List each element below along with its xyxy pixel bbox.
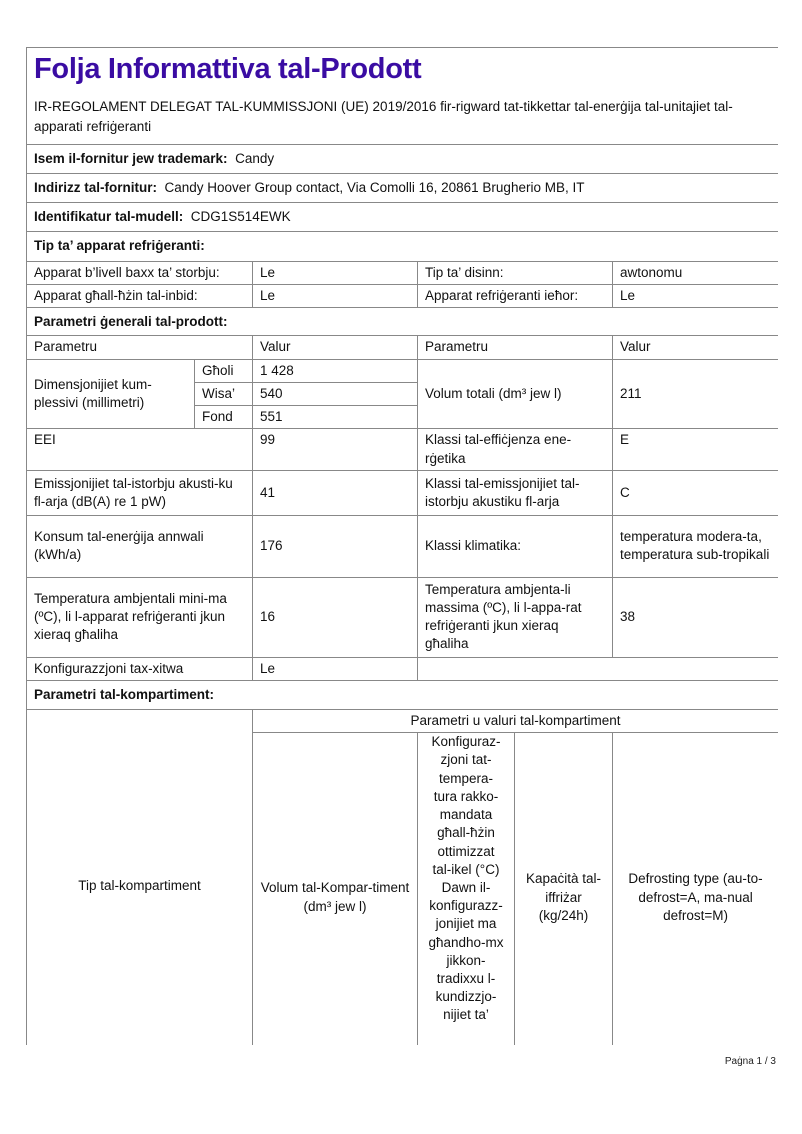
compartment-type-header: Tip tal-kompartiment [26, 708, 253, 1045]
table-row: Konfigurazzjoni tax-xitwa Le [26, 656, 778, 681]
regulation-subtitle: IR-REGOLAMENT DELEGAT TAL-KUMMISSJONI (U… [34, 98, 733, 135]
total-volume-value: 211 [611, 358, 778, 430]
table-row: Konsum tal-enerġija annwali (kWh/a) 176 K… [26, 514, 778, 578]
total-volume-label: Volum totali (dm³ jew l) [417, 358, 613, 430]
page-number: Paġna 1 / 3 [724, 1056, 776, 1067]
product-information-sheet: Folja Informattiva tal-Prodott IR-REGOLA… [26, 47, 778, 1045]
table-row: Emissjonijiet tal-istorbju akusti-ku fl-… [26, 469, 778, 516]
model-row: Identifikatur tal-mudell: CDG1S514EWK [26, 202, 778, 232]
dimensions-label: Dimensjonijiet kum-plessivi (millimetri) [26, 358, 195, 430]
address-row: Indirizz tal-fornitur: Candy Hoover Grou… [26, 173, 778, 203]
page-title: Folja Informattiva tal-Prodott [34, 53, 422, 85]
compartment-heading: Parametri tal-kompartiment: [26, 679, 778, 710]
compartment-group-header: Parametri u valuri tal-kompartiment [251, 708, 778, 734]
general-heading: Parametri ġenerali tal-prodott: [26, 307, 778, 337]
table-row: EEI 99 Klassi tal-effiċjenza ene-rġetika E [26, 428, 778, 471]
table-row: Apparat b’livell baxx ta’ storbju: Le Tip… [26, 260, 778, 286]
table-row: Temperatura ambjentali mini-ma (ºC), li … [26, 576, 778, 658]
table-header-row: Parametru Valur Parametru Valur [26, 335, 778, 360]
table-row: Apparat għall-ħżin tal-inbid: Le Apparat … [26, 284, 778, 309]
info-table: Folja Informattiva tal-Prodott IR-REGOLA… [26, 47, 778, 1045]
supplier-row: Isem il-fornitur jew trademark: Candy [26, 144, 778, 174]
type-heading: Tip ta’ apparat refriġeranti: [26, 231, 778, 262]
